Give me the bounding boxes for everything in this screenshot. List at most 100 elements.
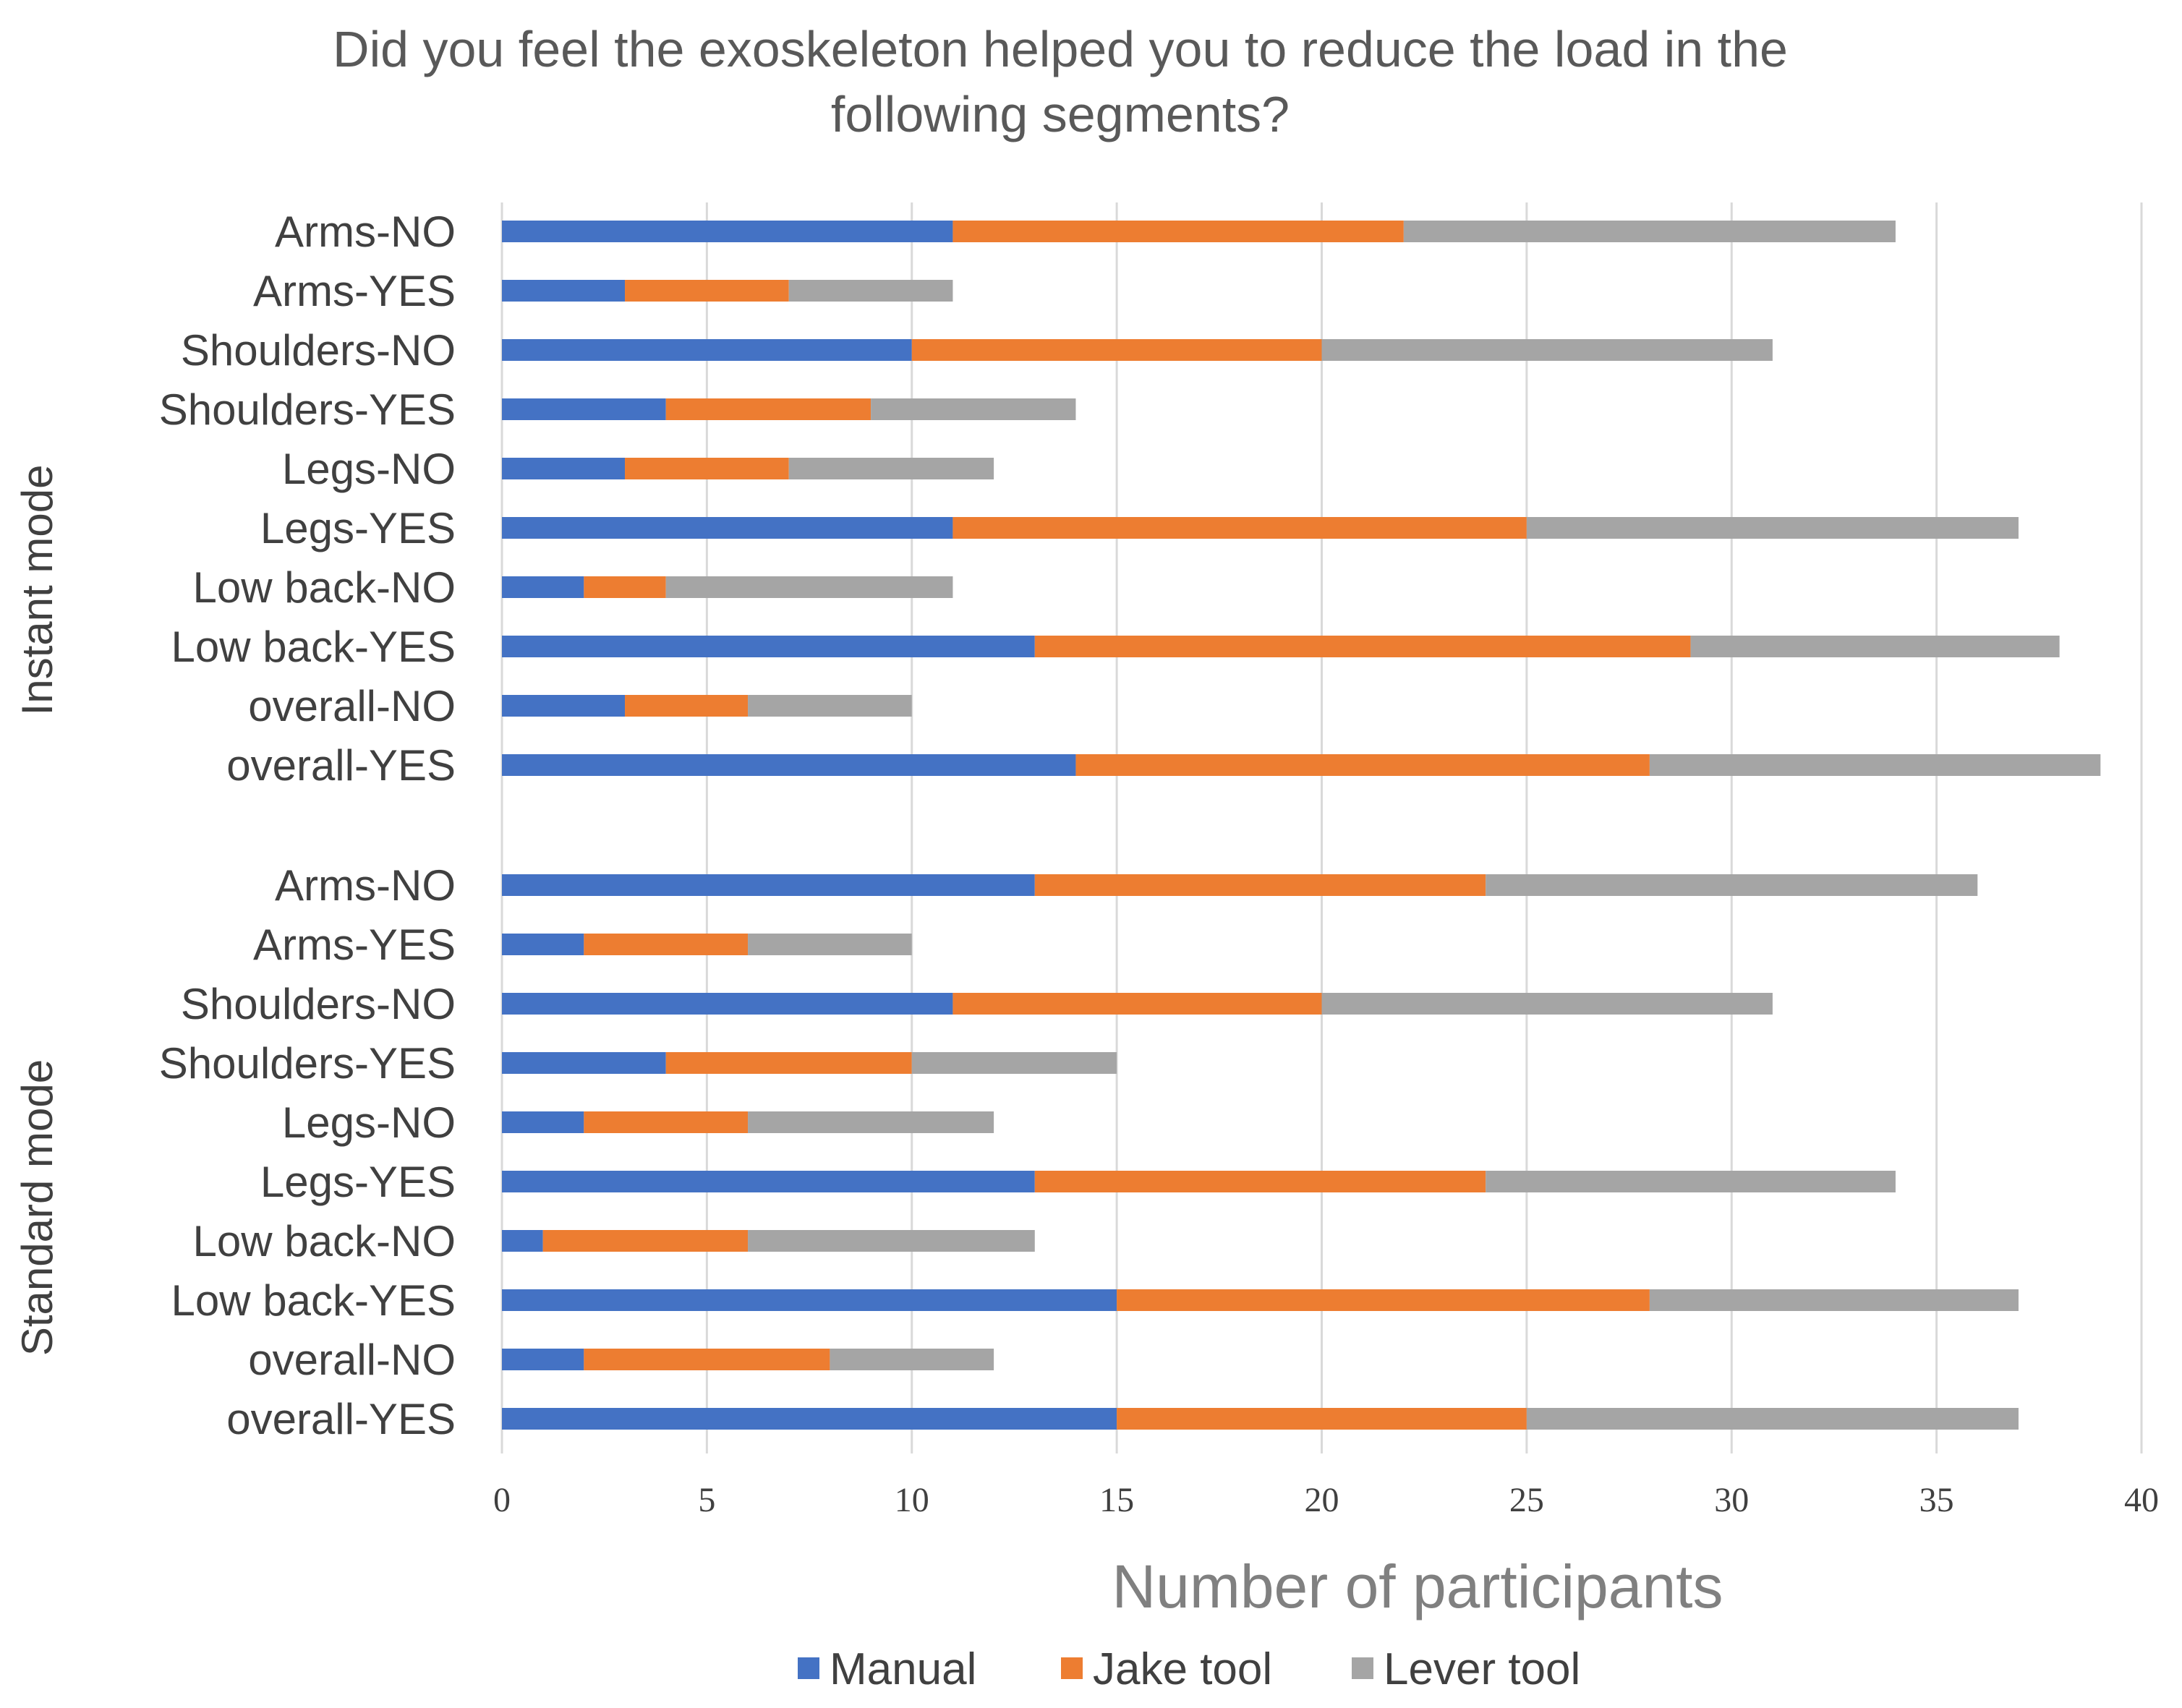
bar-standard-mode-shoulders-yes-jake-tool (665, 1052, 912, 1074)
legend-label-jake-tool: Jake tool (1093, 1644, 1272, 1694)
category-label-instant-mode-legs-yes: Legs-YES (260, 504, 456, 552)
bar-standard-mode-legs-no-jake-tool (584, 1111, 749, 1133)
category-label-instant-mode-overall-no: overall-NO (248, 682, 456, 730)
bar-standard-mode-overall-yes-lever-tool (1526, 1408, 2019, 1430)
group-labels: Instant mode Standard mode (13, 465, 61, 1357)
bar-instant-mode-arms-no-lever-tool (1403, 221, 1896, 242)
bar-instant-mode-legs-no-jake-tool (625, 458, 789, 479)
bar-standard-mode-low-back-yes-lever-tool (1649, 1289, 2019, 1311)
bar-instant-mode-shoulders-no-lever-tool (1321, 339, 1773, 361)
bar-instant-mode-shoulders-yes-lever-tool (871, 398, 1076, 420)
bar-standard-mode-low-back-no-manual (502, 1230, 543, 1252)
group-label-instant-mode: Instant mode (13, 465, 61, 716)
x-tick-10: 10 (895, 1481, 929, 1519)
bar-instant-mode-overall-yes-manual (502, 754, 1076, 776)
category-label-instant-mode-arms-no: Arms-NO (275, 208, 456, 256)
bar-instant-mode-legs-no-manual (502, 458, 626, 479)
bar-instant-mode-legs-yes-lever-tool (1526, 517, 2019, 539)
bar-instant-mode-low-back-no-lever-tool (665, 576, 953, 598)
chart-title-line-2: following segments? (831, 86, 1290, 142)
bar-standard-mode-arms-yes-jake-tool (584, 934, 749, 955)
bar-standard-mode-overall-yes-manual (502, 1408, 1117, 1430)
bar-instant-mode-shoulders-yes-jake-tool (665, 398, 871, 420)
x-axis-label: Number of participants (1112, 1553, 1723, 1621)
x-tick-25: 25 (1509, 1481, 1544, 1519)
category-label-standard-mode-shoulders-yes: Shoulders-YES (159, 1039, 456, 1088)
bar-standard-mode-overall-no-jake-tool (584, 1349, 830, 1370)
chart-title-line-1: Did you feel the exoskeleton helped you … (333, 21, 1788, 77)
bar-instant-mode-low-back-no-jake-tool (584, 576, 666, 598)
bar-standard-mode-shoulders-no-jake-tool (953, 993, 1322, 1015)
category-label-standard-mode-legs-yes: Legs-YES (260, 1158, 456, 1206)
bar-instant-mode-overall-no-manual (502, 695, 626, 717)
category-label-standard-mode-arms-no: Arms-NO (275, 861, 456, 910)
category-label-instant-mode-legs-no: Legs-NO (282, 445, 456, 493)
x-tick-30: 30 (1714, 1481, 1749, 1519)
bars (502, 221, 2101, 1430)
category-label-instant-mode-shoulders-no: Shoulders-NO (181, 326, 456, 375)
bar-instant-mode-overall-no-jake-tool (625, 695, 749, 717)
bar-standard-mode-legs-yes-manual (502, 1171, 1035, 1192)
x-tick-15: 15 (1099, 1481, 1134, 1519)
x-tick-40: 40 (2124, 1481, 2159, 1519)
bar-instant-mode-legs-yes-jake-tool (953, 517, 1527, 539)
bar-instant-mode-shoulders-no-jake-tool (911, 339, 1322, 361)
bar-standard-mode-arms-no-lever-tool (1486, 874, 1978, 896)
legend: Manual Jake tool Lever tool (798, 1644, 1580, 1694)
chart-title: Did you feel the exoskeleton helped you … (333, 21, 1788, 142)
bar-standard-mode-arms-no-manual (502, 874, 1035, 896)
bar-instant-mode-low-back-no-manual (502, 576, 584, 598)
bar-standard-mode-arms-yes-manual (502, 934, 584, 955)
bar-standard-mode-shoulders-yes-manual (502, 1052, 666, 1074)
bar-instant-mode-low-back-yes-manual (502, 636, 1035, 657)
bar-instant-mode-arms-no-jake-tool (953, 221, 1404, 242)
legend-label-lever-tool: Lever tool (1384, 1644, 1580, 1694)
bar-standard-mode-low-back-no-jake-tool (542, 1230, 749, 1252)
category-label-instant-mode-low-back-yes: Low back-YES (171, 623, 456, 671)
bar-standard-mode-shoulders-no-lever-tool (1321, 993, 1773, 1015)
bar-instant-mode-overall-no-lever-tool (748, 695, 912, 717)
bar-standard-mode-low-back-no-lever-tool (748, 1230, 1035, 1252)
legend-label-manual: Manual (830, 1644, 976, 1694)
bar-standard-mode-arms-yes-lever-tool (748, 934, 912, 955)
x-tick-0: 0 (493, 1481, 511, 1519)
category-label-standard-mode-low-back-no: Low back-NO (193, 1217, 456, 1265)
x-tick-5: 5 (698, 1481, 715, 1519)
category-labels: Arms-NO Arms-YES Shoulders-NO Shoulders-YES… (159, 208, 456, 1443)
bar-standard-mode-legs-no-manual (502, 1111, 584, 1133)
bar-standard-mode-low-back-yes-jake-tool (1117, 1289, 1650, 1311)
bar-instant-mode-overall-yes-lever-tool (1649, 754, 2101, 776)
category-label-standard-mode-shoulders-no: Shoulders-NO (181, 980, 456, 1028)
bar-standard-mode-legs-no-lever-tool (748, 1111, 994, 1133)
bar-instant-mode-legs-no-lever-tool (788, 458, 994, 479)
legend-swatch-lever-tool (1352, 1657, 1373, 1679)
category-label-instant-mode-shoulders-yes: Shoulders-YES (159, 385, 456, 434)
category-label-instant-mode-overall-yes: overall-YES (226, 741, 456, 790)
legend-swatch-jake-tool (1061, 1657, 1083, 1679)
category-label-standard-mode-overall-yes: overall-YES (226, 1395, 456, 1443)
category-label-standard-mode-overall-no: overall-NO (248, 1336, 456, 1384)
category-label-instant-mode-arms-yes: Arms-YES (253, 267, 456, 315)
category-label-standard-mode-low-back-yes: Low back-YES (171, 1276, 456, 1325)
bar-instant-mode-arms-yes-manual (502, 280, 626, 302)
category-label-standard-mode-legs-no: Legs-NO (282, 1098, 456, 1147)
category-label-instant-mode-low-back-no: Low back-NO (193, 563, 456, 612)
bar-instant-mode-shoulders-yes-manual (502, 398, 666, 420)
bar-standard-mode-overall-no-manual (502, 1349, 584, 1370)
bar-standard-mode-overall-no-lever-tool (830, 1349, 994, 1370)
bar-standard-mode-overall-yes-jake-tool (1117, 1408, 1527, 1430)
x-axis-ticks: 0 5 10 15 20 25 30 35 40 (493, 1481, 2159, 1519)
bar-instant-mode-arms-no-manual (502, 221, 953, 242)
gridlines (500, 202, 2143, 1453)
bar-standard-mode-legs-yes-jake-tool (1034, 1171, 1486, 1192)
bar-instant-mode-overall-yes-jake-tool (1075, 754, 1650, 776)
legend-swatch-manual (798, 1657, 819, 1679)
bar-instant-mode-shoulders-no-manual (502, 339, 912, 361)
bar-instant-mode-low-back-yes-lever-tool (1690, 636, 2060, 657)
x-tick-20: 20 (1305, 1481, 1339, 1519)
bar-standard-mode-shoulders-no-manual (502, 993, 953, 1015)
bar-instant-mode-arms-yes-lever-tool (788, 280, 953, 302)
bar-instant-mode-legs-yes-manual (502, 517, 953, 539)
bar-standard-mode-arms-no-jake-tool (1034, 874, 1486, 896)
